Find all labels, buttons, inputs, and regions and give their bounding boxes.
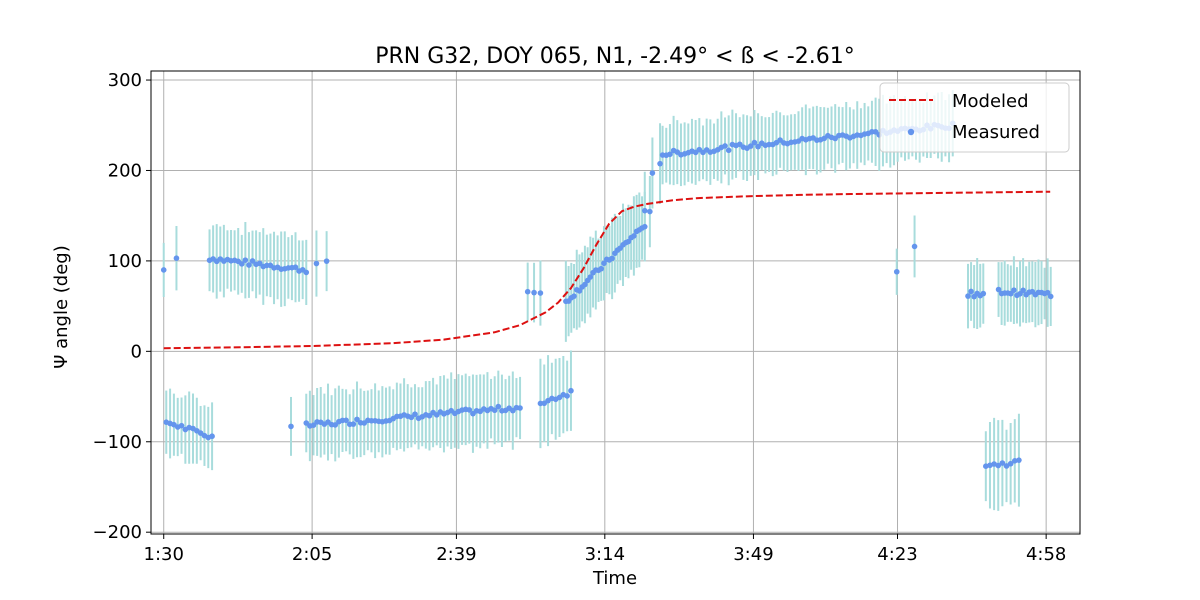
x-tick-label: 3:14 [585, 544, 625, 565]
measured-point [647, 208, 653, 215]
y-ticks: −200 −100 0 100 200 300 [93, 70, 151, 543]
measured-point [576, 288, 583, 294]
measured-point [209, 433, 215, 440]
measured-point [310, 422, 317, 428]
y-tick-label: 300 [108, 70, 142, 91]
measured-point [412, 411, 418, 418]
measured-point [657, 160, 663, 167]
measured-point [995, 462, 1002, 469]
measured-point [537, 290, 544, 296]
measured-point [911, 243, 918, 250]
y-tick-label: −200 [93, 522, 142, 543]
measured-point [343, 417, 349, 424]
measured-point [288, 423, 294, 430]
modeled-line [163, 190, 1051, 350]
measured-point [893, 268, 900, 275]
measured-point [350, 421, 357, 427]
measured-point [601, 260, 607, 267]
measured-point [491, 407, 498, 414]
measured-point [1003, 463, 1010, 469]
x-tick-label: 3:49 [733, 544, 773, 565]
measured-point [725, 147, 732, 154]
measured-point [408, 414, 415, 421]
measured-point [323, 258, 330, 264]
measured-point [625, 238, 632, 245]
measured-point [495, 403, 502, 410]
legend-measured-label: Measured [952, 122, 1040, 143]
legend-modeled-label: Modeled [952, 91, 1029, 112]
measured-point [249, 258, 256, 264]
measured-point [571, 293, 577, 299]
measured-point [303, 269, 310, 276]
measured-point [173, 255, 180, 261]
measured-point [747, 143, 754, 149]
y-tick-label: 100 [108, 251, 142, 272]
measured-point [631, 233, 637, 239]
measured-point [965, 293, 971, 299]
measured-point [995, 286, 1002, 293]
chart-title: PRN G32, DOY 065, N1, -2.49° < ß < -2.61… [375, 44, 854, 69]
measured-point [1011, 287, 1017, 293]
measured-point [751, 139, 758, 146]
measured-point [1011, 458, 1018, 464]
x-tick-label: 2:05 [292, 544, 332, 565]
y-axis-label: Ψ angle (deg) [51, 245, 72, 369]
x-tick-label: 1:30 [144, 544, 184, 565]
measured-point [517, 405, 523, 411]
measured-point [1016, 457, 1022, 463]
measured-point [354, 416, 360, 423]
measured-point [649, 170, 656, 176]
y-tick-label: 200 [108, 160, 142, 181]
measured-point [524, 288, 531, 295]
measured-point [313, 260, 320, 267]
measured-point [999, 460, 1006, 466]
measured-point [466, 407, 473, 413]
legend: Modeled Measured [879, 82, 1070, 153]
y-tick-label: −100 [93, 432, 142, 453]
legend-box [879, 82, 1070, 153]
measured-point [1044, 289, 1051, 296]
measured-point [980, 290, 987, 297]
measured-point [582, 281, 588, 288]
measured-point [587, 274, 594, 280]
x-tick-label: 2:39 [436, 544, 476, 565]
measured-errorbars [162, 90, 1052, 511]
plot-frame [150, 70, 1081, 535]
measured-point [667, 151, 673, 158]
x-axis-label: Time [592, 568, 637, 589]
x-ticks: 1:30 2:05 2:39 3:14 3:49 4:23 4:58 [144, 534, 1066, 565]
measured-point [722, 143, 728, 149]
measured-point [609, 255, 615, 262]
measured-point [755, 143, 761, 150]
x-tick-label: 4:58 [1026, 544, 1066, 565]
measured-point [568, 387, 574, 394]
x-tick-label: 4:23 [877, 544, 917, 565]
measured-point [292, 264, 299, 271]
measured-point [178, 422, 185, 429]
measured-point [1047, 293, 1054, 300]
measured-point [238, 261, 245, 267]
measured-point [256, 260, 263, 267]
measured-point [246, 262, 252, 268]
y-tick-label: 0 [131, 341, 142, 362]
measured-point [242, 257, 249, 263]
measured-point [564, 393, 570, 399]
measured-point [598, 265, 605, 272]
measured-point [641, 223, 648, 230]
measured-point [332, 422, 339, 428]
measured-point [1020, 287, 1026, 294]
measured-point [968, 288, 974, 295]
measured-point [160, 267, 167, 273]
measured-point [426, 412, 433, 419]
legend-measured-swatch [907, 128, 915, 136]
measured-point [531, 289, 537, 296]
modeled-series [163, 190, 1051, 350]
measured-point [1007, 460, 1014, 467]
measured-point [641, 207, 648, 214]
